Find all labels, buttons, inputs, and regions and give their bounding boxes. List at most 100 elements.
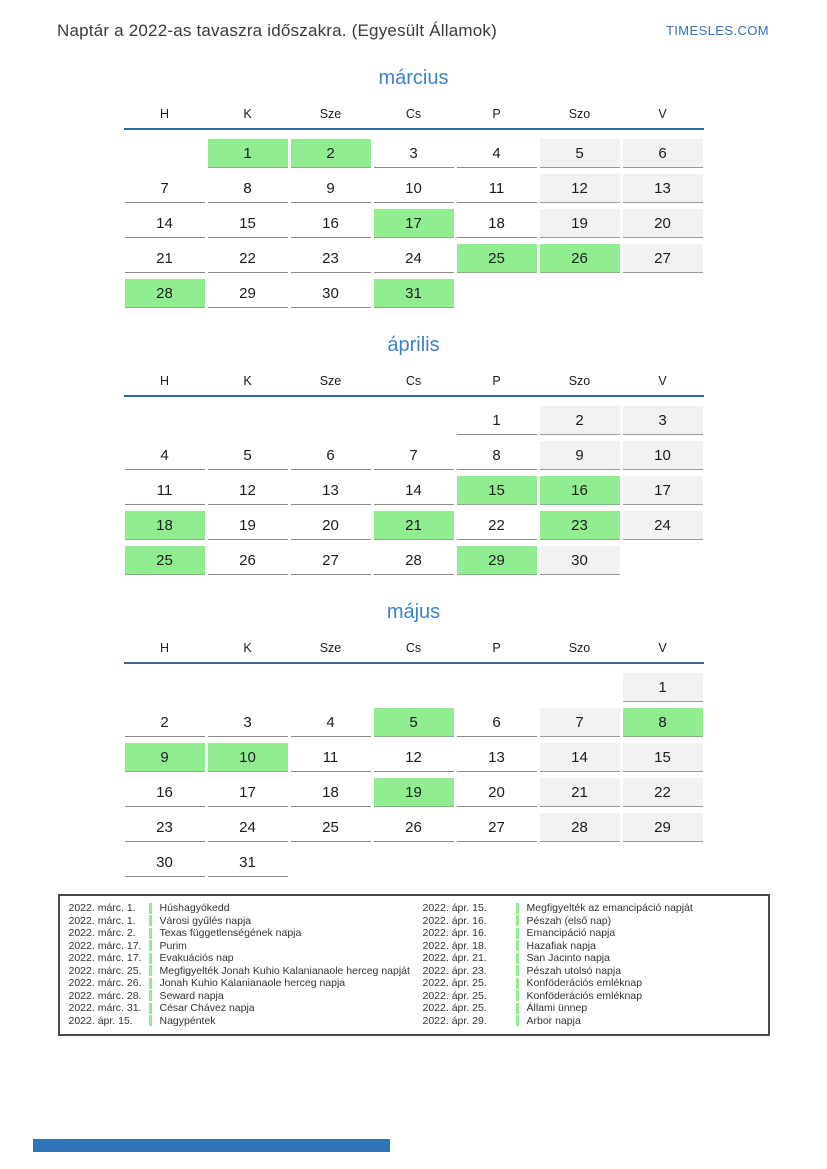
empty-cell bbox=[208, 673, 288, 702]
empty-cell bbox=[374, 673, 454, 702]
day-cell: 19 bbox=[539, 209, 620, 238]
day-cell: 30 bbox=[290, 279, 371, 308]
day-cell: 23 bbox=[290, 244, 371, 273]
day-cell: 8 bbox=[207, 174, 288, 203]
legend-holiday-name: César Chávez napja bbox=[159, 1002, 255, 1015]
weekday-label: H bbox=[159, 374, 170, 388]
day-cell: 15 bbox=[622, 743, 703, 772]
holiday-day-cell: 9 bbox=[124, 743, 205, 772]
day-cell: 27 bbox=[622, 244, 703, 273]
day-cell: 6 bbox=[456, 708, 537, 737]
months-container: március H K Sze Cs P Szo V 1 2 3 4 5 6 7 8 9 10 11 12 13 14 15… bbox=[0, 67, 827, 877]
holiday-tick-icon bbox=[148, 940, 152, 952]
legend-holiday-name: Nagypéntek bbox=[159, 1014, 216, 1027]
day-cell: 7 bbox=[539, 708, 620, 737]
header-rule bbox=[123, 395, 704, 397]
empty-cell bbox=[623, 279, 703, 308]
day-cell: 13 bbox=[290, 476, 371, 505]
legend-holiday-name: Hazafiak napja bbox=[526, 939, 596, 952]
empty-cell bbox=[540, 848, 620, 877]
legend-row: 2022. márc. 28. Seward napja bbox=[60, 990, 414, 1003]
legend-row: 2022. ápr. 23. Pészah utolsó napja bbox=[414, 965, 768, 978]
holiday-day-cell: 25 bbox=[456, 244, 537, 273]
day-cell: 24 bbox=[373, 244, 454, 273]
legend-row: 2022. ápr. 25. Konföderációs emléknap bbox=[414, 977, 768, 990]
empty-cell bbox=[457, 673, 537, 702]
legend-date: 2022. ápr. 21. bbox=[422, 952, 487, 965]
legend-row: 2022. ápr. 15. Nagypéntek bbox=[60, 1015, 414, 1028]
holiday-tick-icon bbox=[148, 977, 152, 989]
day-cell: 22 bbox=[207, 244, 288, 273]
weekday-label: K bbox=[243, 641, 252, 655]
day-cell: 19 bbox=[207, 511, 288, 540]
day-cell: 27 bbox=[290, 546, 371, 575]
legend-date: 2022. ápr. 15. bbox=[68, 1014, 133, 1027]
holiday-day-cell: 28 bbox=[124, 279, 205, 308]
legend-holiday-name: Városi gyűlés napja bbox=[159, 914, 252, 927]
weekday-label: P bbox=[492, 107, 501, 121]
empty-cell bbox=[125, 406, 205, 435]
empty-cell bbox=[374, 406, 454, 435]
legend-date: 2022. ápr. 16. bbox=[422, 914, 487, 927]
holiday-day-cell: 18 bbox=[124, 511, 205, 540]
holiday-day-cell: 25 bbox=[124, 546, 205, 575]
day-cell: 22 bbox=[456, 511, 537, 540]
legend-date: 2022. ápr. 25. bbox=[422, 1002, 487, 1015]
site-link[interactable]: TIMESLES.COM bbox=[665, 23, 769, 38]
legend-date: 2022. márc. 17. bbox=[68, 952, 142, 965]
day-cell: 7 bbox=[124, 174, 205, 203]
day-cell: 21 bbox=[124, 244, 205, 273]
day-cell: 3 bbox=[373, 139, 454, 168]
legend-holiday-name: Seward napja bbox=[159, 989, 224, 1002]
legend-date: 2022. márc. 25. bbox=[68, 964, 142, 977]
weekday-label: P bbox=[492, 641, 501, 655]
day-cell: 29 bbox=[622, 813, 703, 842]
day-cell: 2 bbox=[124, 708, 205, 737]
day-grid: 1 2 3 4 5 6 7 8 9 10 11 12 13 14 15 16 17 18 19 20 21 22 23 24 2… bbox=[124, 673, 704, 877]
weekday-label: Sze bbox=[319, 641, 342, 655]
day-cell: 22 bbox=[622, 778, 703, 807]
empty-cell bbox=[291, 673, 371, 702]
day-cell: 20 bbox=[622, 209, 703, 238]
day-cell: 20 bbox=[456, 778, 537, 807]
day-cell: 9 bbox=[290, 174, 371, 203]
day-cell: 17 bbox=[622, 476, 703, 505]
day-cell: 17 bbox=[207, 778, 288, 807]
day-cell: 5 bbox=[207, 441, 288, 470]
day-cell: 3 bbox=[622, 406, 703, 435]
legend-row: 2022. márc. 31. César Chávez napja bbox=[60, 1002, 414, 1015]
weekday-label: Cs bbox=[405, 641, 422, 655]
day-cell: 24 bbox=[622, 511, 703, 540]
holiday-day-cell: 29 bbox=[456, 546, 537, 575]
day-cell: 12 bbox=[539, 174, 620, 203]
day-cell: 18 bbox=[290, 778, 371, 807]
footer-bar bbox=[33, 1139, 390, 1152]
legend-date: 2022. márc. 31. bbox=[68, 1002, 142, 1015]
holiday-tick-icon bbox=[148, 902, 152, 914]
legend-row: 2022. ápr. 25. Konföderációs emléknap bbox=[414, 990, 768, 1003]
holiday-day-cell: 31 bbox=[373, 279, 454, 308]
holiday-tick-icon bbox=[515, 940, 519, 952]
day-cell: 27 bbox=[456, 813, 537, 842]
holiday-day-cell: 5 bbox=[373, 708, 454, 737]
month-title: március bbox=[378, 67, 449, 89]
holiday-day-cell: 23 bbox=[539, 511, 620, 540]
day-cell: 11 bbox=[456, 174, 537, 203]
weekday-label: Sze bbox=[319, 107, 342, 121]
day-cell: 30 bbox=[539, 546, 620, 575]
weekday-label: K bbox=[243, 374, 252, 388]
holiday-tick-icon bbox=[515, 965, 519, 977]
weekday-label: Cs bbox=[405, 107, 422, 121]
holiday-tick-icon bbox=[515, 990, 519, 1002]
legend-column-left: 2022. márc. 1. Húshagyókedd 2022. márc. 1.… bbox=[60, 902, 414, 1027]
day-cell: 15 bbox=[207, 209, 288, 238]
legend-row: 2022. ápr. 15. Megfigyelték az emancipáci… bbox=[414, 902, 768, 915]
weekday-label: Cs bbox=[405, 374, 422, 388]
weekday-label: H bbox=[159, 641, 170, 655]
weekday-label: Szo bbox=[568, 107, 591, 121]
day-cell: 8 bbox=[456, 441, 537, 470]
weekday-label: P bbox=[492, 374, 501, 388]
holiday-tick-icon bbox=[515, 977, 519, 989]
empty-cell bbox=[540, 673, 620, 702]
legend-date: 2022. márc. 17. bbox=[68, 939, 142, 952]
